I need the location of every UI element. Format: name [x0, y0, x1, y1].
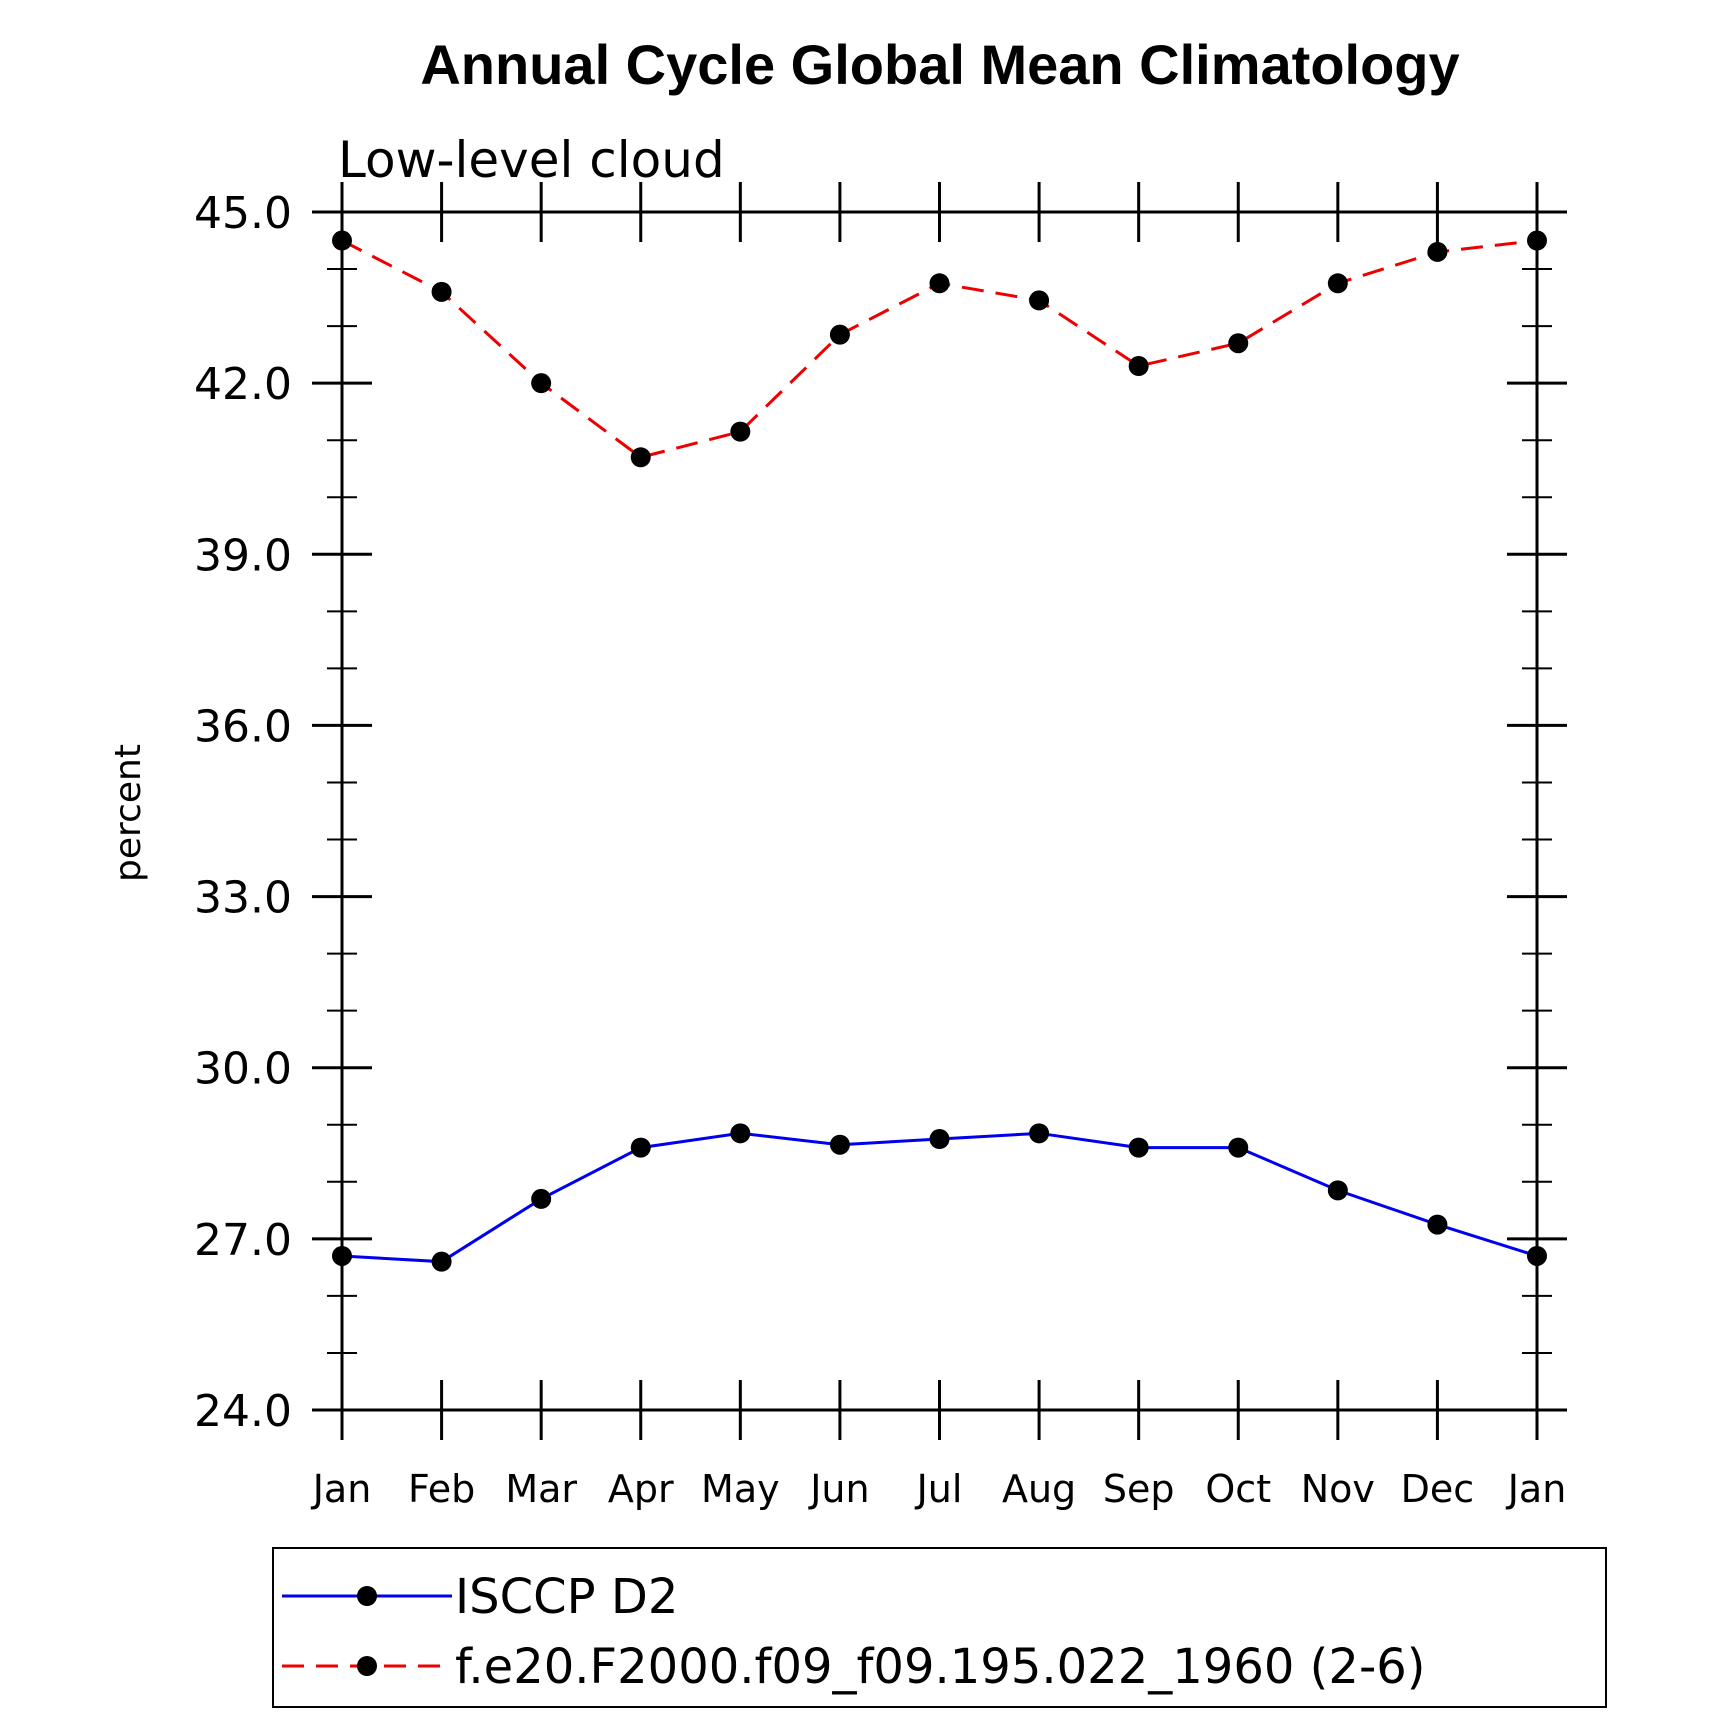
- data-point: [829, 324, 850, 345]
- data-point: [929, 273, 950, 294]
- series-line-1: [341, 239, 1538, 459]
- data-point: [1427, 1214, 1448, 1235]
- legend-label: f.e20.F2000.f09_f09.195.022_1960 (2-6): [455, 1639, 1426, 1695]
- y-tick-label: 30.0: [194, 1044, 292, 1095]
- data-point: [1527, 230, 1547, 251]
- y-tick-label: 27.0: [194, 1215, 292, 1266]
- data-point: [332, 1245, 352, 1266]
- series-line-0: [341, 1131, 1538, 1264]
- y-tick-label: 45.0: [194, 188, 292, 239]
- data-point: [730, 1123, 751, 1144]
- legend: ISCCP D2 f.e20.F2000.f09_f09.195.022_1960…: [282, 1569, 1426, 1695]
- legend-box: [272, 1547, 1607, 1708]
- y-tick-label: 36.0: [194, 701, 292, 752]
- plot-frame: [340, 210, 1539, 1412]
- data-point: [630, 447, 651, 468]
- y-tick-label: 33.0: [194, 873, 292, 924]
- legend-marker: [357, 1656, 377, 1676]
- data-point: [1128, 356, 1149, 377]
- data-point: [1228, 333, 1249, 354]
- data-point: [531, 373, 552, 394]
- chart-title: Annual Cycle Global Mean Climatology: [420, 33, 1459, 96]
- data-point: [431, 1251, 452, 1272]
- data-point: [1327, 1180, 1348, 1201]
- x-tick-label: May: [701, 1467, 780, 1511]
- x-tick-label: Jan: [1506, 1467, 1567, 1511]
- data-point: [531, 1188, 552, 1209]
- x-tick-label: Aug: [1002, 1467, 1076, 1511]
- x-tick-label: Nov: [1301, 1467, 1375, 1511]
- x-tick-label: Dec: [1401, 1467, 1475, 1511]
- chart-subtitle: Low-level cloud: [338, 131, 725, 189]
- data-point: [929, 1129, 950, 1150]
- x-tick-label: Apr: [608, 1467, 674, 1511]
- data-point: [1527, 1245, 1547, 1266]
- y-tick-label: 42.0: [194, 359, 292, 410]
- x-tick-label: Oct: [1205, 1467, 1271, 1511]
- series-layer: [332, 230, 1547, 1272]
- x-tick-label: Feb: [408, 1467, 475, 1511]
- data-point: [431, 281, 452, 302]
- data-point: [1427, 241, 1448, 262]
- x-tick-label: Jan: [311, 1467, 372, 1511]
- data-point: [630, 1137, 651, 1158]
- data-point: [1228, 1137, 1249, 1158]
- data-point: [332, 230, 352, 251]
- x-tick-label: Jun: [808, 1467, 869, 1511]
- legend-marker: [357, 1586, 377, 1606]
- y-tick-label: 39.0: [194, 530, 292, 581]
- y-axis-label: percent: [108, 744, 149, 882]
- y-tick-label: 24.0: [194, 1386, 292, 1437]
- x-tick-label: Jul: [915, 1467, 963, 1511]
- legend-label: ISCCP D2: [455, 1569, 678, 1625]
- data-point: [1029, 1123, 1050, 1144]
- x-tick-label: Sep: [1103, 1467, 1175, 1511]
- axes: 24.0 27.0 30.0 33.0 36.0 39.0 42.0 45.0 Jan Feb Ma…: [194, 182, 1567, 1511]
- data-point: [1327, 273, 1348, 294]
- x-tick-label: Mar: [505, 1467, 577, 1511]
- data-point: [829, 1134, 850, 1155]
- data-point: [730, 421, 751, 442]
- data-point: [1128, 1137, 1149, 1158]
- data-point: [1029, 290, 1050, 311]
